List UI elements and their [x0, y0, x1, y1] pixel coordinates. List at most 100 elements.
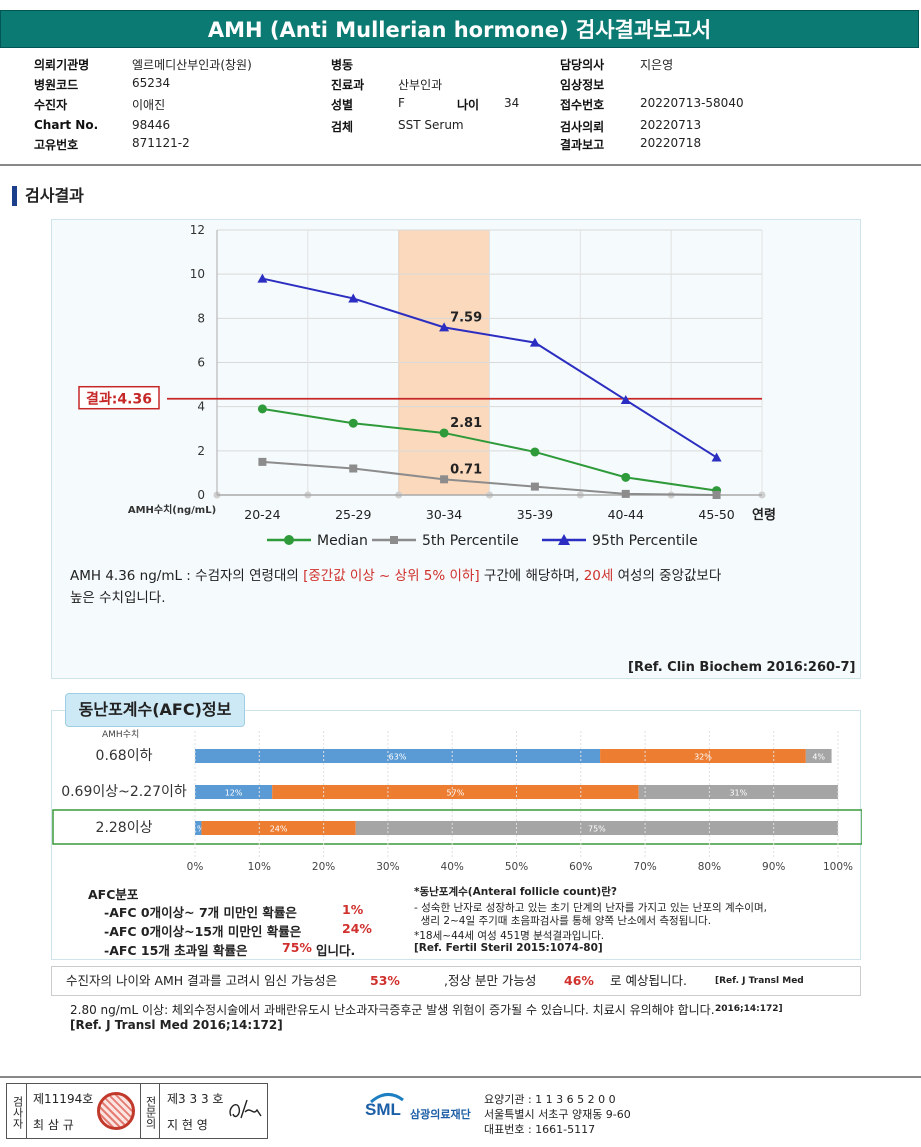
y-axis-label: AMH수치(ng/mL)	[128, 503, 216, 516]
info-value: 이애진	[132, 98, 166, 112]
series-line-95th-percentile	[262, 277, 718, 459]
x-tick-label: 40-44	[608, 507, 644, 522]
x-tick-label: 45-50	[698, 507, 734, 522]
afc-dist-value: 1%	[342, 902, 364, 917]
data-point	[530, 482, 539, 491]
x-tick-label: 35-39	[517, 507, 553, 522]
afc-stacked-bar-chart: AMH수치 0.68이하 63% 32% 4% 0.69이상~2.27이하 12% 57% 31…	[52, 728, 863, 873]
info-value: 65234	[132, 76, 171, 90]
afc-bar-label: 75%	[588, 825, 606, 834]
y-tick-label: 10	[190, 267, 205, 281]
afc-tick-label: 30%	[376, 861, 399, 873]
info-label: 의뢰기관명	[34, 58, 90, 72]
afc-bar-segment	[195, 749, 601, 763]
inspector-name: 최 삼 규	[33, 1118, 74, 1132]
specialist-number: 제3 3 3 호	[167, 1092, 224, 1106]
y-tick-label: 12	[190, 223, 205, 237]
prob-reference: [Ref. J Transl Med 2016;14:172]	[715, 976, 804, 1014]
afc-tick-label: 40%	[441, 861, 464, 873]
afc-bar-segment	[195, 785, 273, 799]
specialist-name: 지 현 영	[167, 1118, 208, 1132]
data-point	[348, 418, 358, 428]
y-tick-label: 6	[197, 356, 205, 370]
section-title: 검사결과	[12, 186, 84, 206]
signature-icon	[229, 1099, 262, 1119]
age-value: 34	[504, 96, 520, 110]
reference-4: [Ref. J Transl Med 2016;14:172]	[70, 1018, 283, 1032]
result-label: 결과:4.36	[86, 391, 152, 408]
org-phone: 대표번호 : 1661-5117	[484, 1123, 596, 1136]
y-tick-label: 0	[197, 488, 205, 502]
y-tick-label: 2	[197, 444, 205, 458]
report-title: AMH (Anti Mullerian hormone) 검사결과보고서	[0, 10, 919, 48]
afc-bar-segment	[600, 749, 806, 763]
data-point	[621, 472, 631, 482]
result-text-part1: AMH 4.36 ng/mL : 수검자의 연령대의	[70, 568, 304, 584]
result-label-box	[78, 385, 160, 410]
info-label: 병동	[331, 58, 354, 72]
afc-axis-label: AMH수치	[102, 728, 139, 740]
prob-part2: ,정상 분만 가능성	[444, 973, 537, 988]
legend-marker	[284, 535, 294, 545]
legend-label: 95th Percentile	[592, 533, 698, 549]
afc-tick-label: 80%	[698, 861, 721, 873]
info-label: 수진자	[34, 98, 68, 112]
x-tick-label: 25-29	[335, 507, 371, 522]
afc-bar-segment	[195, 821, 202, 835]
afc-bar-label: 57%	[447, 789, 465, 798]
sml-org-name: 삼광의료재단	[410, 1108, 471, 1121]
result-text-line2: 높은 수치입니다.	[70, 590, 166, 606]
info-label: 접수번호	[560, 98, 605, 112]
afc-dist-text: -AFC 0개이상~ 7개 미만인 확률은	[104, 905, 297, 920]
y-tick-label: 4	[197, 400, 205, 414]
sml-logo-text: SML	[365, 1100, 401, 1119]
amh-chart-panel: 0 2 4 6 8 10 12 20-24 25-29 30-34 35-39 40-44 45-50 연…	[51, 219, 861, 679]
info-value: 98446	[132, 118, 171, 132]
prob-part3: 로 예상됩니다.	[610, 973, 687, 988]
data-point	[712, 491, 721, 499]
afc-tick-label: 70%	[633, 861, 656, 873]
afc-bar-segment	[201, 821, 356, 835]
info-value: 20220713-58040	[640, 96, 744, 110]
info-value: 산부인과	[398, 78, 443, 92]
inspector-label: 검사자	[7, 1084, 27, 1138]
afc-note-line: [Ref. Fertil Steril 2015:1074-80]	[414, 942, 603, 954]
afc-tick-label: 10%	[248, 861, 271, 873]
info-value: F	[398, 96, 405, 110]
afc-tick-label: 90%	[762, 861, 785, 873]
amh-line-chart: 0 2 4 6 8 10 12 20-24 25-29 30-34 35-39 40-44 45-50 연…	[78, 223, 776, 549]
ohss-warning: 2.80 ng/mL 이상: 체외수정시술에서 과배란유도시 난소과자극증후군 …	[70, 1003, 715, 1017]
data-point	[439, 428, 449, 438]
org-info: 요양기관 : 1 1 3 6 5 2 0 0 서울특별시 서초구 양재동 9-6…	[484, 1092, 631, 1137]
data-point	[440, 475, 449, 484]
data-point	[257, 273, 268, 283]
afc-dist-value: 24%	[342, 921, 372, 936]
data-point	[439, 322, 450, 332]
afc-bar-segment	[355, 821, 838, 835]
prob-part1: 수진자의 나이와 AMH 결과를 고려시 임신 가능성은	[66, 973, 338, 988]
data-label: 2.81	[450, 416, 482, 431]
org-address: 서울특별시 서초구 양재동 9-60	[484, 1108, 631, 1121]
data-point	[620, 395, 631, 405]
afc-row-label: 2.28이상	[96, 820, 153, 836]
legend-marker	[390, 536, 398, 544]
afc-dist-text: -AFC 15개 초과일 확률은	[104, 943, 248, 958]
x-axis-label: 연령	[752, 508, 776, 523]
afc-bar-label: 12%	[225, 789, 243, 798]
probability-box: 수진자의 나이와 AMH 결과를 고려시 임신 가능성은 53% ,정상 분만 …	[51, 966, 861, 1014]
afc-bar-label: 32%	[694, 753, 712, 762]
patient-info: 의뢰기관명 엘르메디산부인과(창원) 병원코드 65234 수진자 이애진 Chart No…	[0, 56, 921, 166]
sml-logo: SML 삼광의료재단	[365, 1088, 515, 1128]
result-text-part2: 구간에 해당하며,	[479, 568, 584, 584]
afc-note-line: 생리 2~4일 주기때 초음파검사를 통해 양쪽 난소에서 측정됩니다.	[414, 915, 712, 927]
inspector-number: 제11194호	[33, 1092, 94, 1106]
info-value: 지은영	[640, 58, 674, 72]
afc-panel: AMH수치 0.68이하 63% 32% 4% 0.69이상~2.27이하 12% 57% 31…	[51, 710, 863, 960]
info-label: 임상정보	[560, 78, 605, 92]
y-tick-label: 8	[197, 311, 205, 325]
data-point	[258, 457, 267, 466]
afc-bar-label: 1%	[192, 825, 205, 834]
prob-pregnancy: 53%	[370, 973, 400, 988]
result-text-age: 20세	[583, 568, 614, 584]
sml-logo-icon	[370, 1093, 404, 1104]
